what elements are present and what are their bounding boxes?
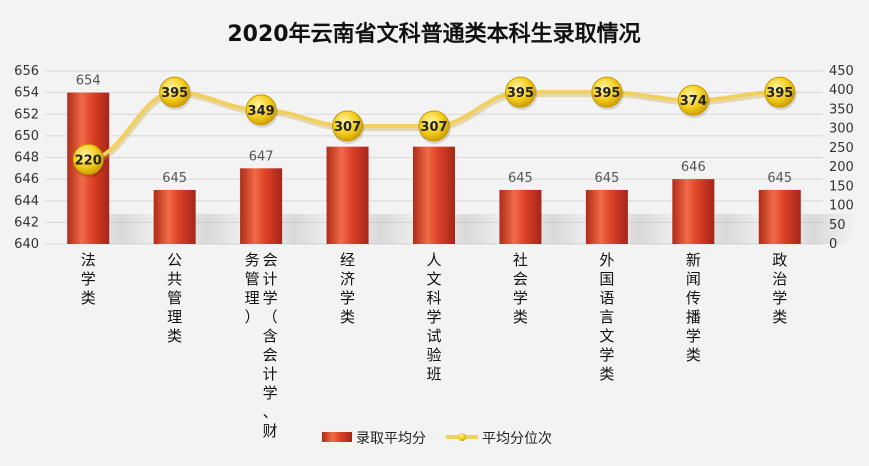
rank-marker [677, 84, 709, 116]
bar-value-label: 646 [681, 160, 706, 175]
bar-value-label: 645 [508, 171, 533, 186]
left-tick-label: 648 [14, 151, 39, 166]
bar [240, 168, 283, 244]
rank-value-label: 395 [161, 86, 188, 101]
category-label: 公共管理类 [167, 251, 182, 345]
right-tick-label: 300 [829, 122, 854, 137]
category-label: 经济学类 [340, 251, 355, 326]
category-label: 新闻传播学类 [686, 251, 701, 364]
bar [758, 189, 801, 244]
left-tick-label: 654 [14, 86, 39, 101]
right-tick-label: 450 [829, 64, 854, 79]
rank-marker [332, 110, 364, 142]
rank-value-label: 395 [507, 86, 534, 101]
rank-marker [72, 143, 104, 175]
category-label: 社会学类 [513, 251, 528, 326]
left-tick-label: 642 [14, 215, 39, 230]
bar [153, 189, 196, 244]
bars [67, 92, 801, 244]
rank-value-label: 349 [248, 104, 275, 119]
bar [672, 179, 715, 244]
right-tick-label: 400 [829, 83, 854, 98]
rank-marker [418, 110, 450, 142]
right-tick-label: 200 [829, 160, 854, 175]
rank-value-label: 220 [75, 153, 102, 168]
rank-value-label: 307 [420, 120, 447, 135]
rank-marker [764, 76, 796, 108]
bar-value-label: 647 [249, 149, 274, 164]
rank-value-label: 307 [334, 120, 361, 135]
category-label: 政治学类 [772, 251, 787, 326]
bar [413, 146, 455, 244]
left-tick-label: 646 [14, 172, 39, 187]
legend-line-marker [458, 433, 466, 441]
category-label: 会计学（含会计学、财 [263, 251, 278, 440]
category-label: 人文科学试验班 [426, 251, 441, 383]
left-axis: 640 642 644 646 648 650 652 654 656 [14, 64, 39, 252]
chart-title: 2020年云南省文科普通类本科生录取情况 [227, 21, 640, 47]
bar-value-label: 645 [594, 171, 619, 186]
right-tick-label: 350 [829, 102, 854, 117]
rank-marker [504, 76, 536, 108]
rank-marker [591, 76, 623, 108]
bar-value-label: 645 [162, 171, 187, 186]
rank-value-label: 395 [766, 86, 793, 101]
left-tick-label: 640 [14, 237, 39, 252]
left-tick-label: 652 [14, 107, 39, 122]
rank-marker [159, 76, 191, 108]
left-tick-label: 650 [14, 129, 39, 144]
left-tick-label: 656 [14, 64, 39, 79]
left-tick-label: 644 [14, 194, 39, 209]
bar [326, 146, 369, 244]
right-tick-label: 0 [829, 237, 837, 252]
rank-value-label: 374 [680, 94, 707, 109]
legend-bar-label: 录取平均分 [356, 431, 426, 447]
right-tick-label: 250 [829, 141, 854, 156]
legend: 录取平均分 平均分位次 [322, 431, 552, 447]
bar-value-label: 645 [767, 171, 792, 186]
right-tick-label: 100 [829, 199, 854, 214]
legend-bar-swatch [322, 432, 352, 442]
rank-markers: 220 395 349 307 307 395 395 374 395 [72, 76, 797, 178]
right-tick-label: 150 [829, 179, 854, 194]
rank-value-label: 395 [593, 86, 620, 101]
legend-line-label: 平均分位次 [482, 431, 552, 447]
bar [585, 189, 628, 244]
right-tick-label: 50 [829, 218, 846, 233]
bar-value-label: 654 [76, 74, 101, 89]
category-label: 务管理） [245, 251, 260, 326]
rank-marker [245, 94, 277, 126]
category-label: 外国语言文学类 [599, 251, 614, 383]
category-label: 法学类 [81, 251, 96, 307]
right-axis: 0 50 100 150 200 250 300 350 400 450 [829, 64, 854, 252]
bar [499, 189, 542, 244]
